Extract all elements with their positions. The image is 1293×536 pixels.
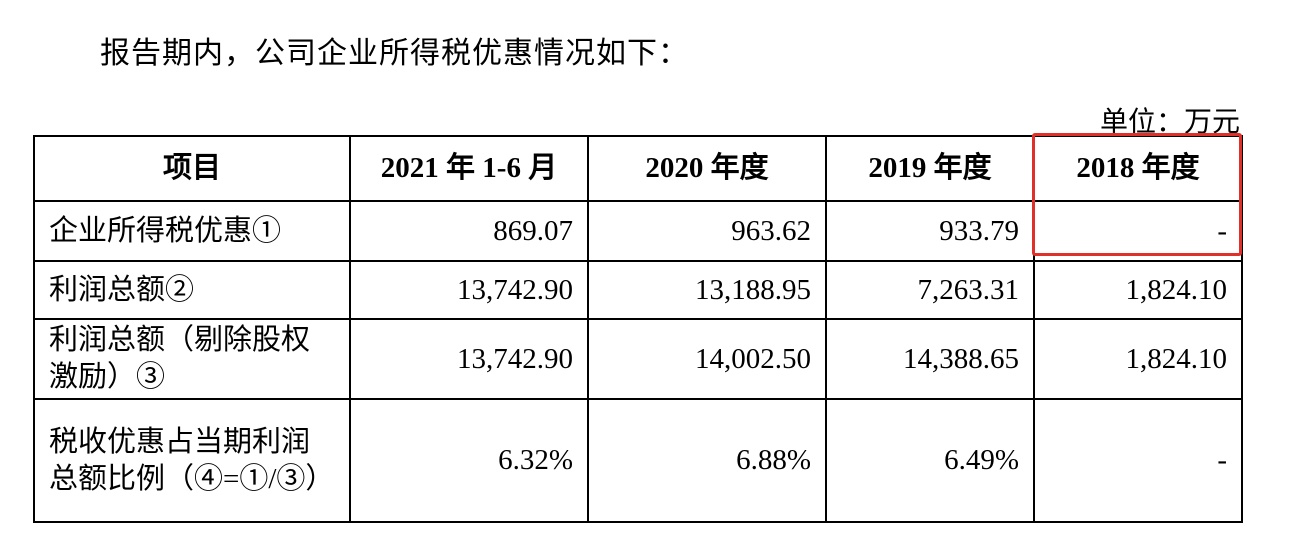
table-row: 企业所得税优惠① 869.07 963.62 933.79- (33, 200, 1243, 262)
cell-value: 1,824.10 (1033, 260, 1243, 320)
table-row: 利润总额② 13,742.90 13,188.95 7,263.31 1,824.10 (33, 260, 1243, 320)
cell-value: - (1033, 398, 1243, 523)
tax-table: 项目 2021 年 1-6 月 2020 年度 2019 年度 2018 年度 企业所得… (33, 135, 1243, 523)
intro-text: 报告期内，公司企业所得税优惠情况如下： (100, 37, 689, 70)
table-row: 利润总额（剔除股权激励）③ 13,742.90 14,002.50 14,388.65… (33, 318, 1243, 400)
cell-value: 13,742.90 (349, 260, 589, 320)
cell-value: 1,824.10 (1033, 318, 1243, 400)
cell-value: 6.32% (349, 398, 589, 523)
row-label: 税收优惠占当期利润总额比例（④=①/③） (33, 398, 351, 523)
column-header: 2018 年度 (1033, 135, 1243, 202)
cell-value: 7,263.31 (825, 260, 1035, 320)
cell-value: 6.88% (587, 398, 827, 523)
column-header: 项目 (33, 135, 351, 202)
header-row: 项目 2021 年 1-6 月 2020 年度 2019 年度 2018 年度 (33, 135, 1243, 202)
column-header: 2020 年度 (587, 135, 827, 202)
unit-label: 单位：万元 (1099, 107, 1240, 138)
cell-value: 933.79 (825, 200, 1035, 262)
row-label: 利润总额② (33, 260, 351, 320)
cell-value: 6.49% (825, 398, 1035, 523)
column-header: 2019 年度 (825, 135, 1035, 202)
cell-value: 869.07 (349, 200, 589, 262)
cell-value: - (1033, 200, 1243, 262)
cell-value: 963.62 (587, 200, 827, 262)
row-label: 企业所得税优惠① (33, 200, 351, 262)
cell-value: 13,188.95 (587, 260, 827, 320)
highlight-box (1032, 133, 1242, 256)
cell-value: 13,742.90 (349, 318, 589, 400)
row-label: 利润总额（剔除股权激励）③ (33, 318, 351, 400)
cell-value: 14,388.65 (825, 318, 1035, 400)
cell-value: 14,002.50 (587, 318, 827, 400)
column-header: 2021 年 1-6 月 (349, 135, 589, 202)
table-row: 税收优惠占当期利润总额比例（④=①/③） 6.32% 6.88% 6.49% - (33, 398, 1243, 523)
table-body: 企业所得税优惠① 869.07 963.62 933.79- 利润总额② 13,742.9… (33, 200, 1243, 523)
